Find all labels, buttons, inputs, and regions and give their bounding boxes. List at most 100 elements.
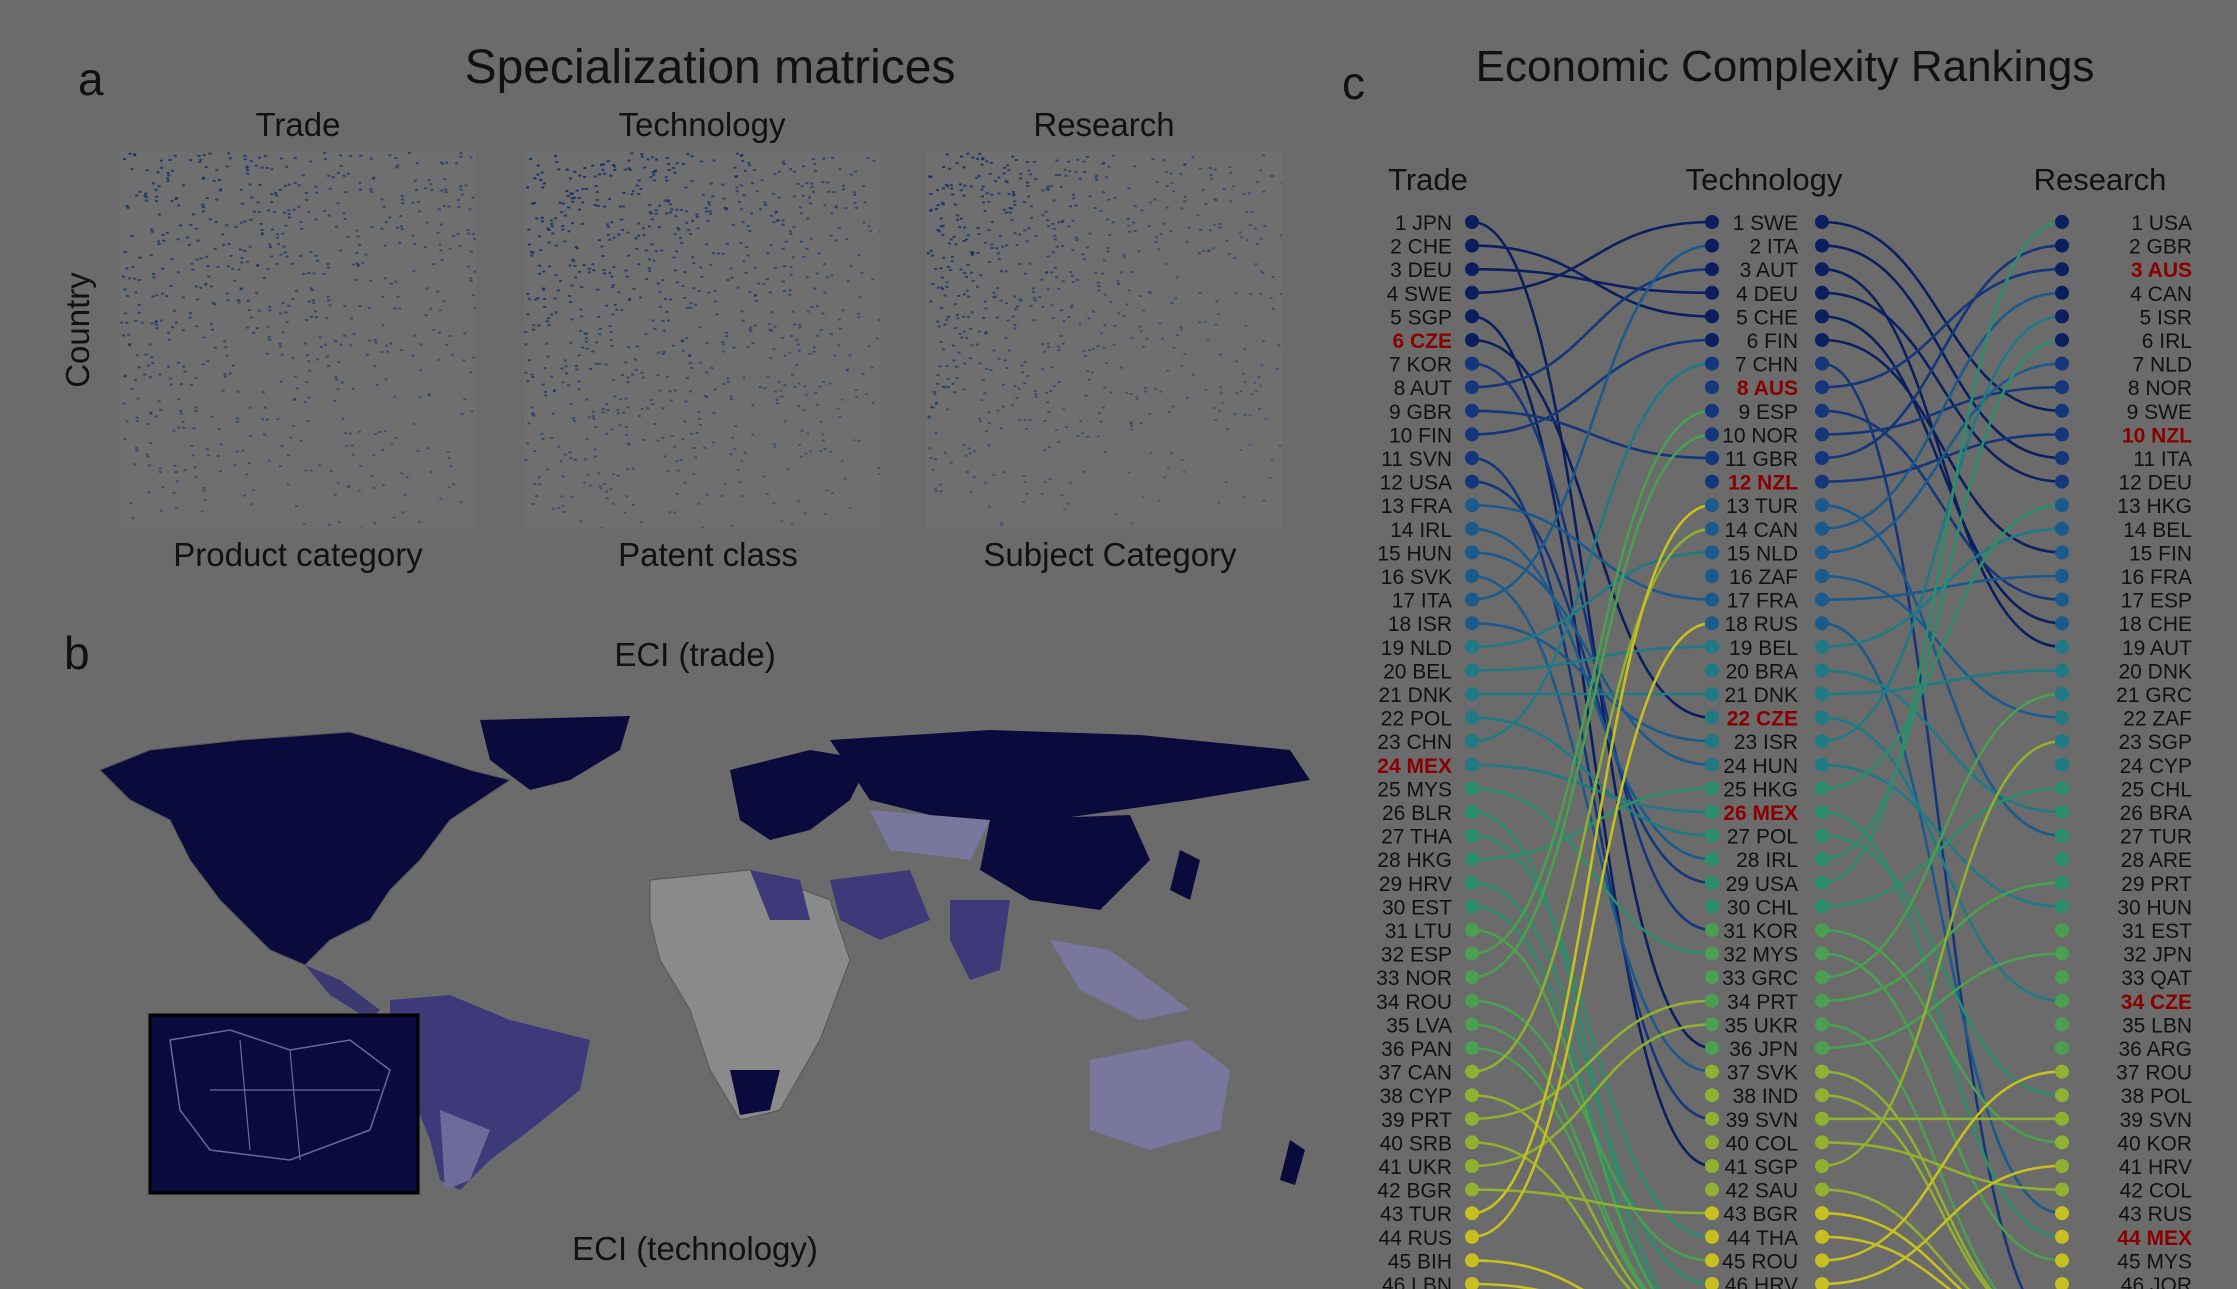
ranking-dot — [1705, 805, 1719, 819]
ranking-dot — [1705, 899, 1719, 914]
ranking-dot — [1815, 710, 1829, 725]
ranking-dot — [1705, 781, 1719, 796]
ranking-label: 2 ITA — [1749, 236, 1798, 259]
ranking-dot — [2055, 498, 2069, 513]
ranking-dot — [1815, 663, 1829, 678]
ranking-dot — [1815, 333, 1829, 347]
ranking-label: 5 SGP — [1390, 306, 1452, 329]
ranking-dot — [2055, 333, 2069, 347]
ranking-dot — [1815, 1017, 1829, 1032]
ranking-label: 46 JOR — [2121, 1274, 2192, 1289]
ranking-dot — [1465, 238, 1479, 253]
ranking-label: 9 SWE — [2127, 401, 2192, 424]
ranking-link — [1821, 409, 2063, 601]
ranking-link — [1471, 338, 1713, 719]
ranking-dot — [1705, 498, 1719, 513]
ranking-dot — [1705, 1064, 1719, 1079]
ranking-dot — [1705, 569, 1719, 583]
ranking-link — [1471, 409, 1713, 460]
ranking-dot — [2055, 1229, 2069, 1244]
ranking-link — [1821, 267, 2063, 389]
ranking-label: 1 JPN — [1395, 212, 1452, 235]
ranking-dot — [2055, 592, 2069, 607]
ranking-dot — [1705, 427, 1719, 442]
ranking-dot — [2055, 946, 2069, 961]
ranking-label: 26 MEX — [1723, 802, 1798, 825]
ranking-label: 40 COL — [1726, 1132, 1798, 1155]
ranking-label: 28 HKG — [1377, 849, 1452, 872]
ranking-dot — [2055, 474, 2069, 489]
ranking-dot — [1465, 1088, 1479, 1103]
ranking-label: 20 BEL — [1383, 660, 1452, 683]
ranking-link — [1471, 1046, 1645, 1289]
ranking-dot — [1705, 451, 1719, 465]
ranking-dot — [1815, 781, 1829, 796]
ranking-dot — [1815, 852, 1829, 867]
ranking-dot — [1815, 1111, 1829, 1126]
ranking-dot — [1705, 663, 1719, 678]
ranking-dot — [1815, 828, 1829, 843]
ranking-label: 44 THA — [1727, 1227, 1798, 1250]
ranking-label: 11 GBR — [1725, 448, 1798, 471]
ranking-label: 33 GRC — [1722, 967, 1798, 990]
ranking-label: 42 BGR — [1377, 1180, 1452, 1203]
ranking-link — [1471, 244, 1713, 601]
ranking-label: 25 MYS — [1377, 778, 1452, 801]
ranking-dot — [1815, 309, 1829, 324]
ranking-label: 21 DNK — [1724, 684, 1798, 707]
ranking-link — [1471, 810, 1662, 1289]
ranking-label: 10 NZL — [2122, 424, 2192, 447]
map-central-asia — [870, 810, 990, 860]
ranking-label: 11 SVN — [1381, 448, 1452, 471]
ranking-column-header: Research — [2034, 162, 2167, 197]
ranking-dot — [1465, 215, 1479, 229]
map-central-america — [305, 965, 380, 1020]
ranking-dot — [1465, 1041, 1479, 1055]
matrix-xlabel-trade: Product category — [173, 536, 423, 573]
ranking-link — [1821, 787, 2063, 908]
ranking-link — [1821, 220, 2063, 885]
ranking-dot — [1705, 852, 1719, 867]
ranking-dot — [1465, 380, 1479, 395]
ranking-label: 39 SVN — [2120, 1109, 2192, 1132]
ranking-label: 38 IND — [1733, 1085, 1798, 1108]
ranking-label: 7 NLD — [2132, 354, 2192, 377]
ranking-dot — [1465, 474, 1479, 489]
ranking-link — [1471, 1023, 1648, 1289]
ranking-label: 36 ARG — [2118, 1038, 2192, 1061]
map-australia — [1090, 1040, 1230, 1150]
ranking-label: 5 ISR — [2139, 306, 2192, 329]
ranking-dot — [2055, 1277, 2069, 1289]
ranking-link — [1471, 409, 1713, 955]
ranking-dot — [1705, 545, 1719, 560]
map-new-zealand — [1280, 1140, 1305, 1185]
ranking-label: 1 SWE — [1733, 212, 1798, 235]
ranking-dot — [1465, 1253, 1479, 1268]
ranking-label: 35 LBN — [2122, 1014, 2192, 1037]
ranking-label: 35 LVA — [1386, 1014, 1452, 1037]
ranking-dot — [1815, 545, 1829, 560]
ranking-label: 33 NOR — [1376, 967, 1452, 990]
ranking-label: 27 TUR — [2120, 826, 2192, 849]
ranking-label: 7 CHN — [1735, 354, 1798, 377]
matrix-xlabel-research: Subject Category — [983, 536, 1237, 573]
ranking-label: 42 COL — [2120, 1180, 2192, 1203]
ranking-dot — [2055, 262, 2069, 277]
map-south-africa — [730, 1070, 780, 1115]
ranking-label: 24 HUN — [1723, 755, 1798, 778]
ranking-dot — [2055, 970, 2069, 985]
ranking-dot — [1815, 356, 1829, 371]
ranking-label: 15 FIN — [2129, 542, 2192, 565]
ranking-dot — [1815, 215, 1829, 229]
ranking-link — [1821, 503, 2063, 790]
ranking-dot — [1465, 1229, 1479, 1244]
ranking-dot — [2055, 663, 2069, 678]
ranking-dot — [1705, 474, 1719, 489]
ranking-dot — [1705, 1182, 1719, 1197]
ranking-label: 20 DNK — [2118, 660, 2192, 683]
ranking-dot — [1815, 1277, 1829, 1289]
ranking-dot — [1465, 875, 1479, 890]
ranking-dot — [2055, 1088, 2069, 1103]
ranking-label: 3 DEU — [1390, 259, 1452, 282]
ranking-link — [1471, 999, 1713, 1121]
